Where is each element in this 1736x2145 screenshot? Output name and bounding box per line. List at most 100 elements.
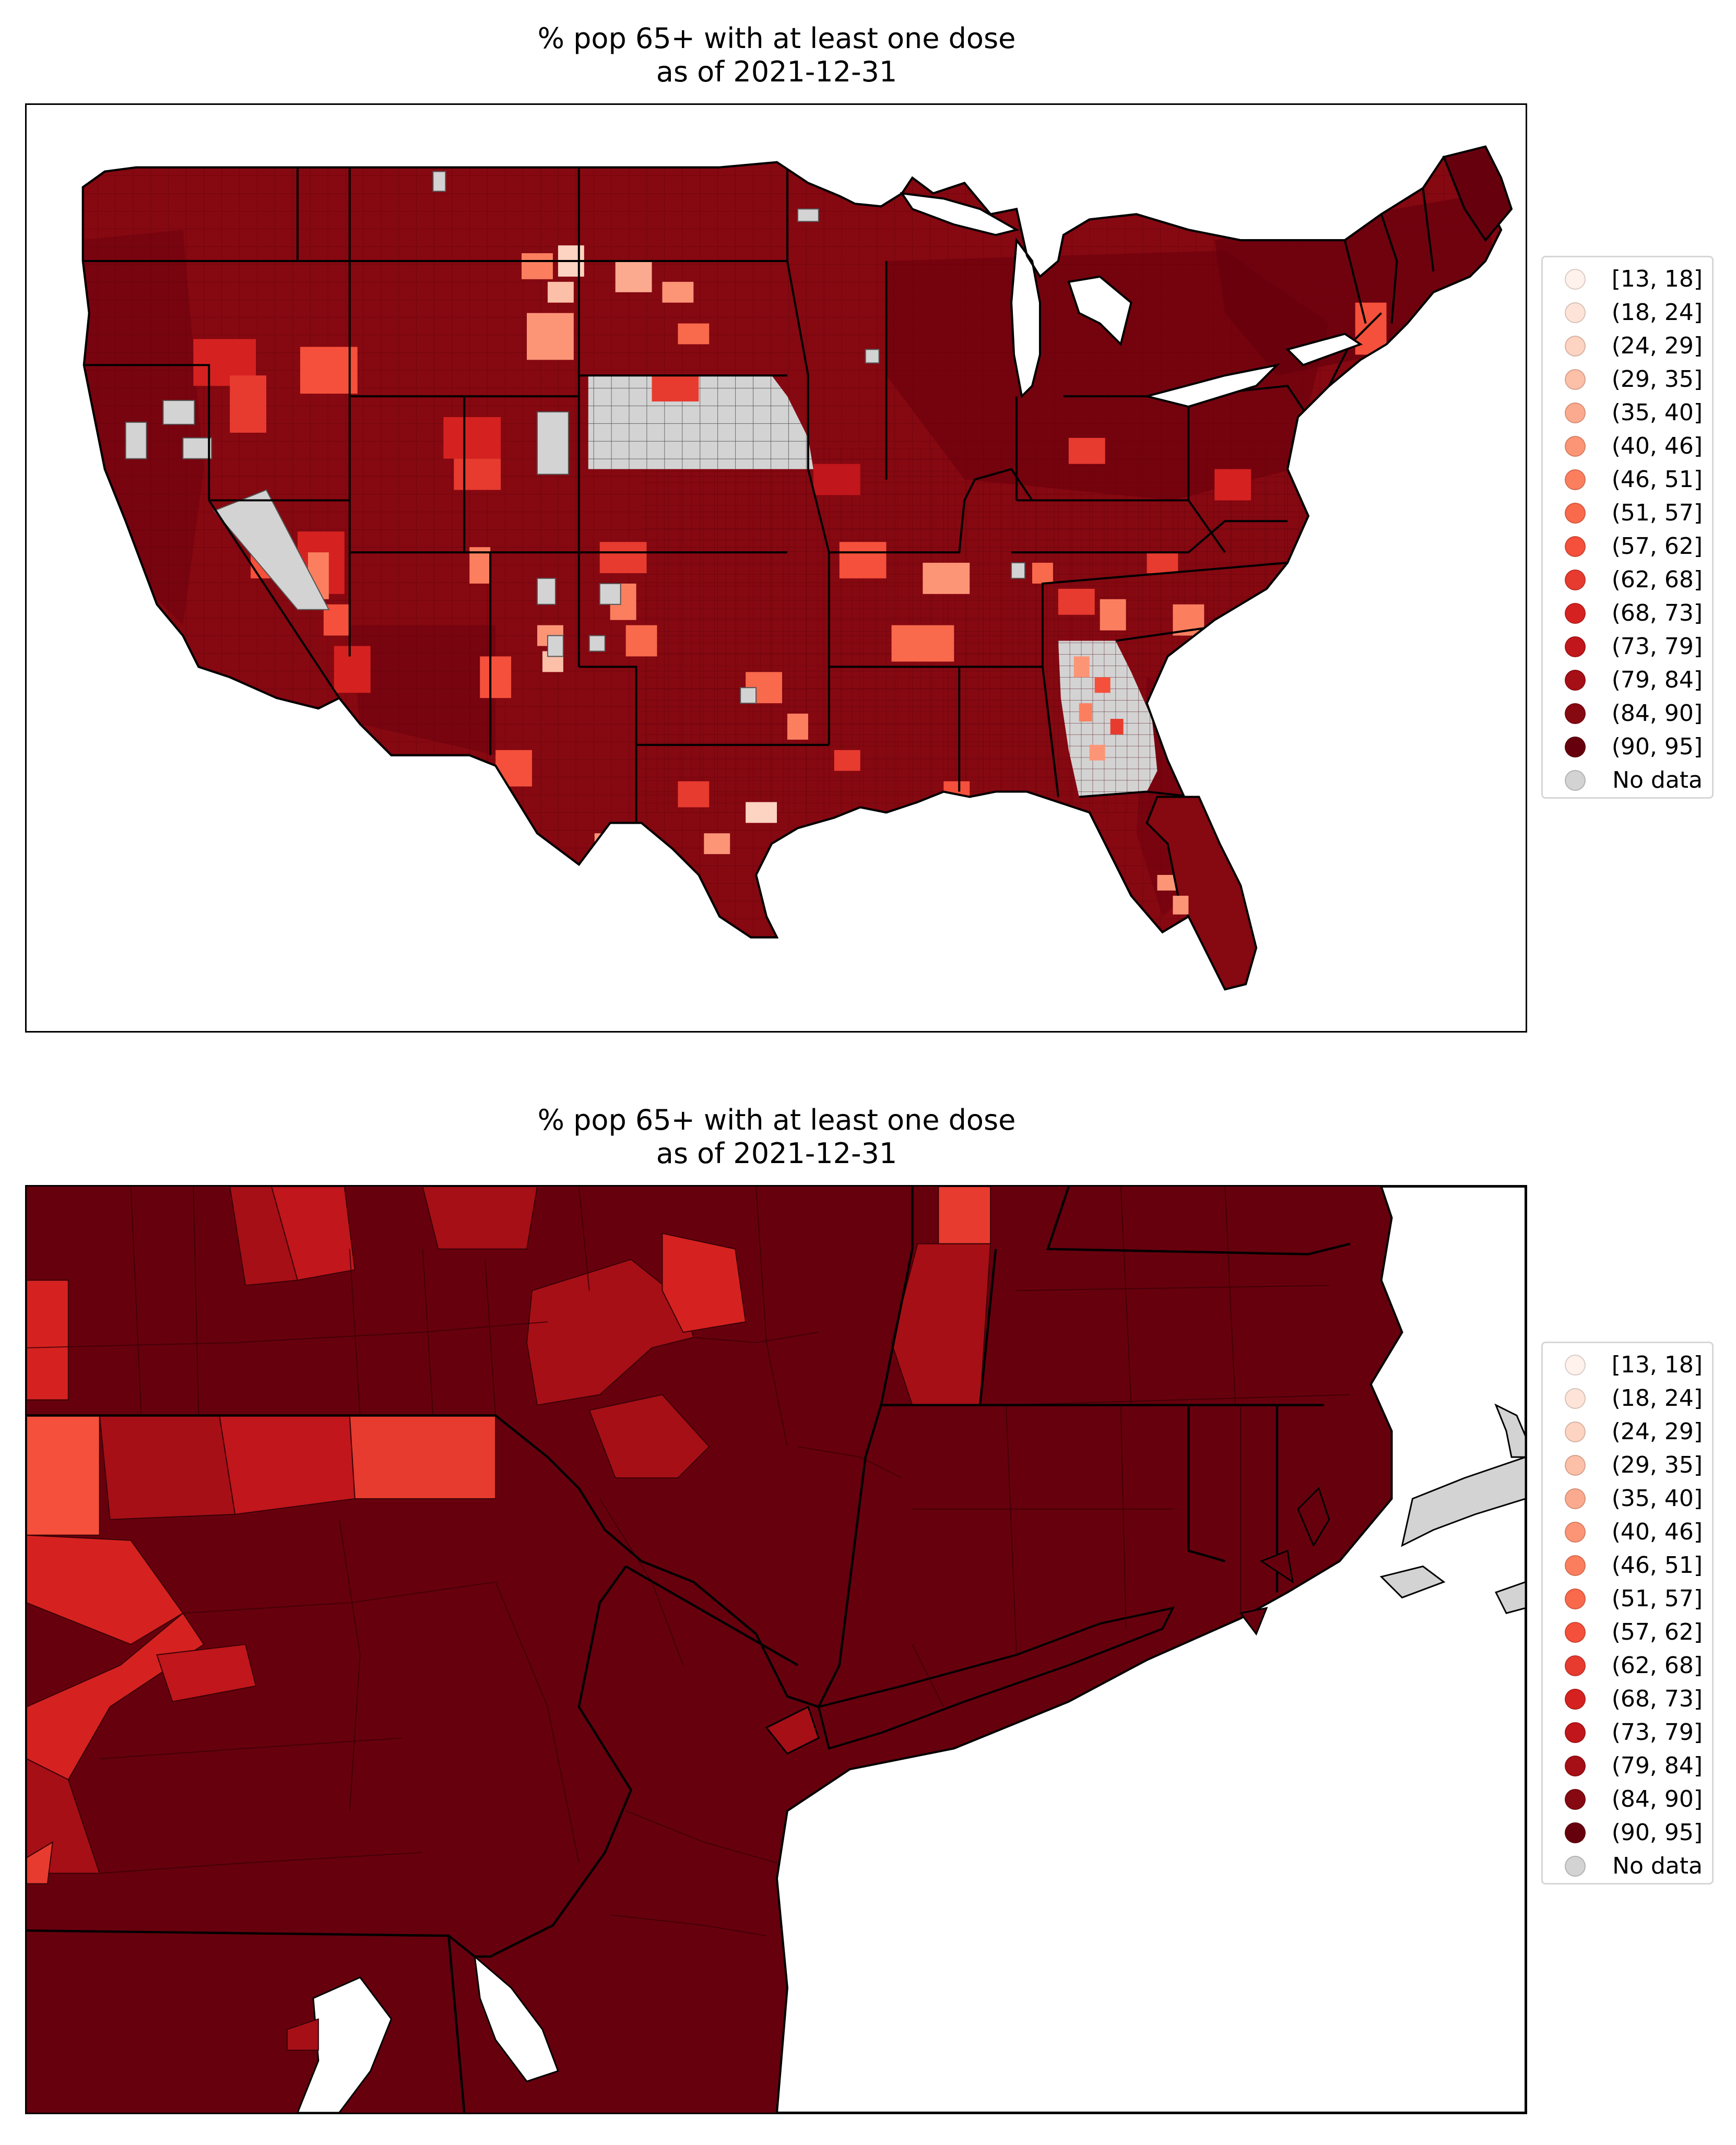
legend-label: (62, 68] <box>1611 566 1703 593</box>
legend-swatch <box>1565 1689 1586 1710</box>
florida-light-county <box>1173 895 1189 915</box>
legend-label: (35, 40] <box>1611 399 1703 426</box>
us-map-svg <box>81 145 1513 991</box>
legend-swatch <box>1565 1789 1586 1810</box>
map-title-line2: as of 2021-12-31 <box>656 55 897 88</box>
legend-swatch <box>1565 469 1586 490</box>
legend-item: (79, 84] <box>1543 1749 1712 1783</box>
county-choropleth <box>82 167 1502 938</box>
legend-item: (90, 95] <box>1543 730 1712 764</box>
us-county-map[interactable] <box>25 103 1527 1033</box>
legend-item: (40, 46] <box>1543 430 1712 463</box>
legend-label: [13, 18] <box>1611 266 1703 292</box>
legend-item: (29, 35] <box>1543 1449 1712 1482</box>
legend-item: (35, 40] <box>1543 1482 1712 1515</box>
legend: [13, 18] (18, 24] (24, 29] (29, 35] (35,… <box>1541 256 1714 799</box>
legend-item: (29, 35] <box>1543 363 1712 396</box>
legend-swatch <box>1565 536 1586 557</box>
legend-item: (84, 90] <box>1543 1783 1712 1816</box>
lighter-counties <box>193 245 1387 891</box>
state-borders-ne <box>27 1187 1351 2113</box>
legend-swatch <box>1565 1722 1586 1743</box>
scattered-no-data <box>125 171 1026 836</box>
legend-item: (35, 40] <box>1543 396 1712 430</box>
northeast-map-svg <box>27 1187 1526 2113</box>
legend-label: (79, 84] <box>1611 667 1703 693</box>
atlantic-ocean <box>775 1187 1526 2113</box>
legend-label: (51, 57] <box>1611 500 1703 526</box>
legend-label: (46, 51] <box>1611 466 1703 493</box>
legend-swatch <box>1565 636 1586 657</box>
legend-item: (73, 79] <box>1543 630 1712 663</box>
legend-swatch <box>1565 770 1586 791</box>
legend-swatch <box>1565 1856 1586 1877</box>
legend-swatch <box>1565 1655 1586 1676</box>
legend-swatch <box>1565 703 1586 724</box>
legend-item: (68, 73] <box>1543 597 1712 630</box>
legend-swatch <box>1565 1589 1586 1609</box>
legend-swatch <box>1565 603 1586 624</box>
cape-cod-no-data <box>1401 1456 1526 1547</box>
legend-item: [13, 18] <box>1543 263 1712 296</box>
great-lakes <box>900 192 1363 408</box>
legend-item: [13, 18] <box>1543 1348 1712 1382</box>
map-title: % pop 65+ with at least one dose as of 2… <box>26 22 1527 89</box>
chesapeake-bay <box>297 1976 393 2113</box>
legend-item: (18, 24] <box>1543 296 1712 329</box>
legend-swatch <box>1565 336 1586 357</box>
legend-item: (40, 46] <box>1543 1515 1712 1549</box>
legend-label: (90, 95] <box>1611 733 1703 760</box>
legend-item: (90, 95] <box>1543 1816 1712 1850</box>
legend-item: (62, 68] <box>1543 563 1712 597</box>
legend-swatch <box>1565 1622 1586 1643</box>
legend-item: (24, 29] <box>1543 329 1712 363</box>
legend-swatch <box>1565 737 1586 757</box>
legend-label: No data <box>1612 767 1703 793</box>
lighter-counties-ne <box>27 1187 991 2051</box>
legend-item: (46, 51] <box>1543 463 1712 496</box>
legend-swatch <box>1565 436 1586 457</box>
legend-swatch <box>1565 269 1586 290</box>
nebraska-no-data <box>588 375 813 469</box>
legend-label: (79, 84] <box>1611 1752 1703 1779</box>
legend-item: (68, 73] <box>1543 1682 1712 1716</box>
legend-swatch <box>1565 369 1586 390</box>
legend-label: (24, 29] <box>1611 333 1703 359</box>
legend-item: (79, 84] <box>1543 663 1712 697</box>
legend-swatch <box>1565 1555 1586 1576</box>
legend-swatch <box>1565 570 1586 590</box>
legend-item: (46, 51] <box>1543 1549 1712 1582</box>
legend-label: (90, 95] <box>1611 1819 1703 1846</box>
legend-item: (18, 24] <box>1543 1382 1712 1415</box>
legend-item: (57, 62] <box>1543 1616 1712 1649</box>
legend-swatch <box>1565 402 1586 423</box>
legend-label: (68, 73] <box>1611 600 1703 626</box>
legend-swatch <box>1565 670 1586 691</box>
legend-swatch <box>1565 1421 1586 1442</box>
legend-swatch <box>1565 302 1586 323</box>
legend-label: (51, 57] <box>1611 1585 1703 1612</box>
map-panel-us: % pop 65+ with at least one dose as of 2… <box>0 0 1736 1044</box>
legend-item: (73, 79] <box>1543 1716 1712 1749</box>
legend-label: (68, 73] <box>1611 1686 1703 1712</box>
legend-label: (46, 51] <box>1611 1552 1703 1579</box>
legend-swatch <box>1565 503 1586 524</box>
staten-island <box>765 1705 820 1755</box>
legend-label: (29, 35] <box>1611 1452 1703 1478</box>
legend-label: (73, 79] <box>1611 1719 1703 1746</box>
legend-item: (24, 29] <box>1543 1415 1712 1449</box>
legend-item: (51, 57] <box>1543 1582 1712 1616</box>
northeast-county-map[interactable] <box>25 1185 1527 2114</box>
legend-label: (40, 46] <box>1611 433 1703 459</box>
legend-swatch <box>1565 1822 1586 1843</box>
legend-label: [13, 18] <box>1611 1352 1703 1378</box>
legend: [13, 18] (18, 24] (24, 29] (29, 35] (35,… <box>1541 1342 1714 1885</box>
map-title-line1: % pop 65+ with at least one dose <box>537 22 1016 55</box>
legend-item: (62, 68] <box>1543 1649 1712 1682</box>
legend-label: (73, 79] <box>1611 633 1703 660</box>
legend-label: (57, 62] <box>1611 1619 1703 1645</box>
legend-label: (40, 46] <box>1611 1519 1703 1545</box>
map-panel-northeast: % pop 65+ with at least one dose as of 2… <box>0 1081 1736 2145</box>
map-title-line2: as of 2021-12-31 <box>656 1137 897 1170</box>
legend-label: (57, 62] <box>1611 533 1703 560</box>
